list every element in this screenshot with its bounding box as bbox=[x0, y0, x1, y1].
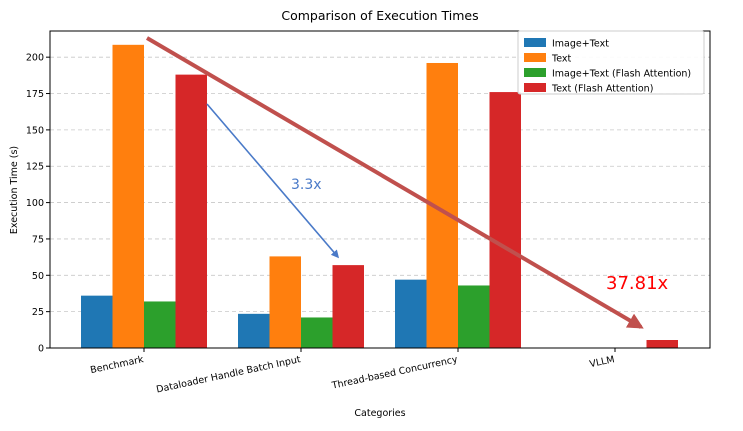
legend-swatch bbox=[524, 68, 546, 77]
y-tick-label: 200 bbox=[26, 53, 44, 64]
plot-frame bbox=[49, 30, 711, 349]
x-tick-label: VLLM bbox=[589, 354, 616, 370]
bar bbox=[175, 74, 207, 349]
bar bbox=[269, 256, 301, 348]
bar bbox=[112, 44, 144, 349]
legend-swatch bbox=[524, 83, 546, 92]
annotation-3-3x: 3.3x bbox=[291, 177, 322, 193]
y-axis-label: Execution Time (s) bbox=[9, 146, 20, 234]
legend: Image+Text Text Image+Text (Flash Attentio… bbox=[517, 30, 705, 95]
speedup-arrow-red bbox=[145, 36, 644, 329]
bar bbox=[646, 340, 678, 348]
y-tick-label: 125 bbox=[26, 162, 44, 173]
speedup-arrow-blue bbox=[206, 103, 340, 259]
bar bbox=[144, 301, 176, 348]
y-tick-label: 25 bbox=[32, 307, 44, 318]
bar bbox=[489, 92, 521, 348]
bar bbox=[81, 295, 113, 348]
legend-box bbox=[517, 30, 705, 95]
bar bbox=[395, 279, 427, 348]
chart-title: Comparison of Execution Times bbox=[281, 8, 478, 23]
legend-label: Image+Text bbox=[552, 39, 609, 50]
y-tick-label: 175 bbox=[26, 89, 44, 100]
legend-swatch bbox=[524, 53, 546, 62]
y-tick-label: 50 bbox=[32, 271, 44, 282]
legend-label: Image+Text (Flash Attention) bbox=[552, 69, 691, 80]
y-tick-label: 100 bbox=[26, 198, 44, 209]
y-tick-label: 75 bbox=[32, 234, 44, 245]
bar bbox=[301, 317, 333, 348]
legend-label: Text bbox=[551, 54, 571, 65]
annotation-37-81x: 37.81x bbox=[606, 273, 669, 294]
legend-swatch bbox=[524, 38, 546, 47]
bar bbox=[238, 313, 270, 348]
y-tick-label: 0 bbox=[38, 344, 44, 355]
bar bbox=[458, 285, 490, 348]
x-axis-label: Categories bbox=[354, 408, 405, 419]
legend-label: Text (Flash Attention) bbox=[551, 84, 653, 95]
y-tick-label: 150 bbox=[26, 125, 44, 136]
bar bbox=[332, 265, 364, 348]
